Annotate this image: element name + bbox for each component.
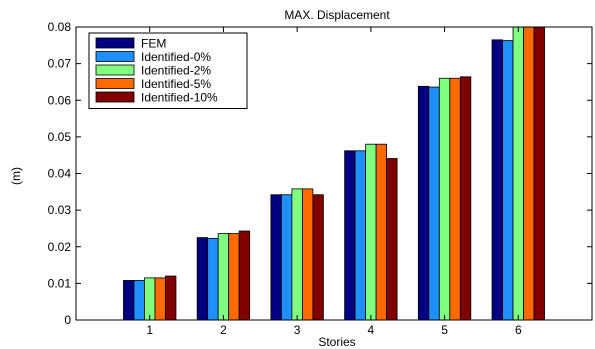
y-axis-label: (m): [9, 167, 23, 185]
bar: [270, 194, 282, 321]
bar: [165, 275, 177, 321]
bar: [502, 40, 514, 321]
bar: [449, 77, 461, 321]
bar: [438, 77, 451, 321]
x-tick-label: 1: [146, 323, 153, 337]
bar: [375, 143, 388, 321]
plot-area: [123, 26, 545, 321]
bar: [228, 233, 240, 321]
bar: [144, 277, 156, 321]
legend: FEMIdentified-0%Identified-2%Identified-…: [88, 32, 248, 109]
bar: [459, 76, 472, 321]
y-tick-label: 0.07: [48, 57, 72, 71]
bar: [217, 233, 230, 321]
legend-swatch: [95, 37, 135, 49]
y-tick-label: 0.01: [48, 276, 72, 290]
legend-entry: Identified-0%: [141, 50, 211, 64]
legend-swatch: [95, 91, 135, 103]
legend-entry: Identified-5%: [141, 77, 211, 91]
bar: [301, 188, 314, 321]
bar: [280, 194, 293, 321]
bar: [428, 86, 440, 321]
bar: [196, 237, 209, 321]
bar: [533, 26, 545, 321]
y-tick-label: 0.03: [48, 203, 72, 217]
x-tick-label: 5: [441, 323, 448, 337]
y-tick-label: 0.08: [48, 20, 72, 34]
bar: [291, 188, 303, 321]
x-tick-label: 4: [368, 323, 375, 337]
chart-title: MAX. Displacement: [284, 8, 390, 22]
legend-entry: FEM: [141, 37, 166, 51]
bar: [386, 158, 398, 321]
bar: [512, 26, 524, 321]
bar: [417, 85, 430, 321]
bar: [491, 39, 503, 321]
y-tick-label: 0.05: [48, 130, 72, 144]
bar: [344, 150, 356, 321]
axes: 0 0.01 0.02 0.03 0.04 0.05 0.06 0.07 0.08 1 2 3 4 5 6: [48, 20, 593, 337]
x-axis-label: Stories: [318, 335, 355, 349]
legend-swatch: [95, 51, 135, 62]
y-tick-label: 0: [64, 313, 71, 327]
x-tick-label: 3: [294, 323, 301, 337]
y-tick-label: 0.02: [48, 240, 72, 254]
x-tick-label: 2: [220, 323, 227, 337]
bar: [354, 150, 367, 321]
legend-swatch: [95, 78, 135, 89]
bar: [238, 230, 251, 321]
bar: [207, 237, 219, 321]
bar: [312, 194, 324, 321]
bar: [523, 26, 535, 321]
y-tick-label: 0.04: [48, 167, 72, 181]
legend-swatch: [95, 64, 135, 76]
x-tick-label: 6: [515, 323, 522, 337]
bar: [123, 280, 135, 321]
y-tick-label: 0.06: [48, 93, 72, 107]
legend-entry: Identified-10%: [141, 91, 218, 105]
bar: [154, 277, 166, 321]
bar: [133, 280, 145, 321]
legend-entry: Identified-2%: [141, 64, 211, 78]
bar: [365, 143, 377, 321]
